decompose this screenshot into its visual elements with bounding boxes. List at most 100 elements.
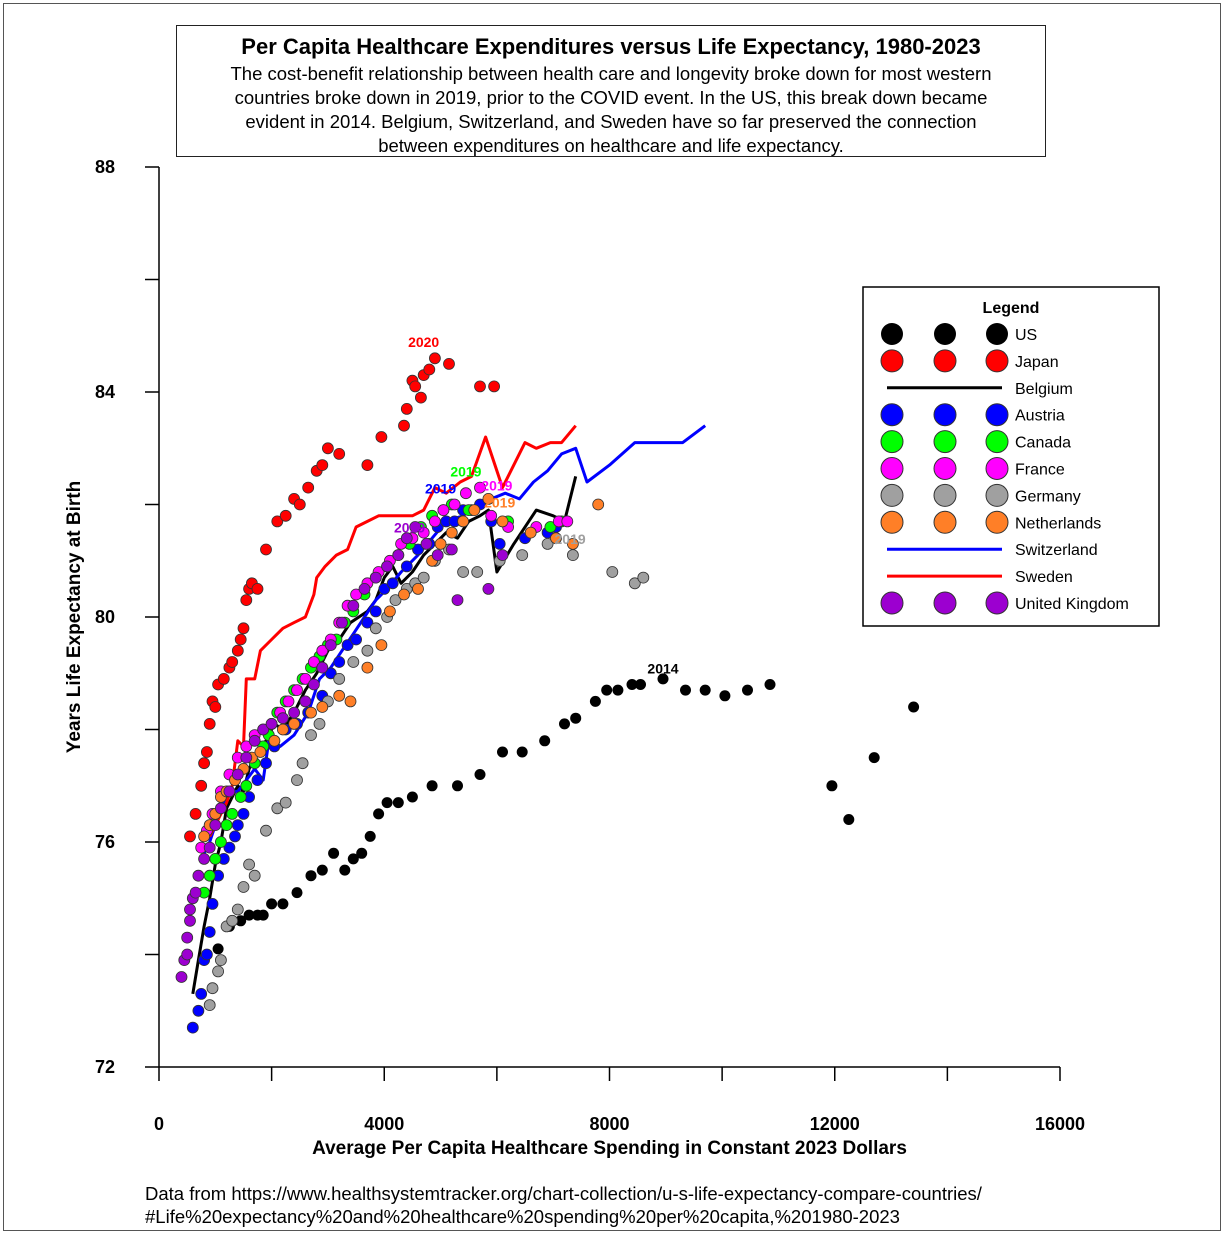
- united-kingdom-point: [240, 751, 253, 764]
- united-kingdom-point: [409, 521, 422, 533]
- germany-point: [628, 577, 641, 590]
- us-point: [559, 718, 570, 730]
- y-tick-label: 88: [95, 157, 115, 177]
- us-point: [719, 690, 731, 702]
- united-kingdom-point: [324, 639, 337, 651]
- austria-point: [386, 577, 399, 590]
- japan-point: [409, 380, 422, 393]
- legend-marker: [933, 483, 957, 507]
- japan-point: [226, 656, 239, 668]
- legend-label: Switzerland: [1015, 542, 1098, 559]
- united-kingdom-point: [181, 948, 194, 961]
- united-kingdom-point: [209, 819, 222, 831]
- japan-point: [271, 515, 284, 528]
- legend-marker: [933, 457, 957, 480]
- legend-label: US: [1015, 327, 1037, 344]
- germany-point: [296, 757, 309, 770]
- legend-marker: [934, 323, 956, 345]
- united-kingdom-point: [347, 599, 360, 612]
- germany-point: [417, 571, 430, 584]
- legend-marker: [985, 349, 1009, 373]
- austria-point: [200, 948, 213, 961]
- legend-marker: [880, 430, 904, 454]
- netherlands-point: [198, 830, 211, 843]
- legend-marker: [880, 510, 904, 534]
- germany-point: [248, 869, 261, 882]
- austria-point: [350, 633, 363, 646]
- netherlands-point: [482, 492, 495, 505]
- japan-point: [260, 543, 272, 556]
- united-kingdom-point: [299, 695, 312, 708]
- germany-point: [206, 982, 219, 995]
- y-tick-label: 80: [95, 607, 115, 627]
- us-point: [497, 746, 508, 758]
- us-point: [406, 791, 418, 803]
- united-kingdom-point: [369, 571, 382, 584]
- japan-point: [302, 481, 315, 494]
- annotation-label: 2019: [484, 494, 515, 510]
- us-point: [868, 752, 880, 764]
- us-point: [277, 898, 289, 910]
- germany-point: [291, 774, 303, 786]
- annotation-label: 2019: [555, 531, 586, 547]
- legend-title: Legend: [983, 300, 1040, 317]
- legend-label: Netherlands: [1015, 515, 1101, 532]
- us-point: [699, 684, 711, 696]
- us-point: [539, 735, 551, 747]
- france-point: [282, 695, 295, 708]
- austria-point: [412, 543, 424, 556]
- france-point: [561, 515, 574, 528]
- us-point: [680, 684, 691, 696]
- united-kingdom-point: [358, 583, 371, 595]
- japan-point: [231, 644, 244, 657]
- netherlands-point: [496, 515, 509, 528]
- austria-point: [493, 538, 506, 550]
- us-point: [328, 847, 340, 859]
- us-point: [626, 679, 638, 690]
- annotation-label: 2019: [394, 520, 425, 536]
- netherlands-point: [254, 746, 267, 758]
- japan-point: [428, 352, 441, 365]
- canada-point: [226, 808, 239, 820]
- canada-point: [214, 836, 227, 848]
- germany-point: [567, 549, 579, 561]
- austria-point: [251, 774, 264, 786]
- netherlands-point: [457, 515, 470, 528]
- austria-point: [229, 830, 241, 843]
- japan-point: [293, 498, 306, 511]
- x-tick-label: 16000: [1035, 1114, 1085, 1134]
- japan-point: [237, 622, 250, 635]
- united-kingdom-point: [175, 971, 188, 983]
- us-point: [452, 780, 463, 792]
- us-point: [339, 864, 351, 876]
- us-point: [392, 797, 404, 809]
- germany-point: [516, 549, 529, 561]
- annotation-label: 2020: [408, 334, 439, 350]
- netherlands-point: [268, 734, 281, 747]
- source-note: Data from https://www.healthsystemtracke…: [145, 1182, 982, 1228]
- japan-point: [184, 830, 196, 843]
- legend-label: Belgium: [1015, 381, 1073, 398]
- united-kingdom-point: [248, 734, 261, 747]
- netherlands-point: [567, 538, 579, 550]
- germany-point: [279, 796, 292, 809]
- germany-point: [471, 566, 484, 578]
- source-line: Data from https://www.healthsystemtracke…: [145, 1183, 982, 1204]
- us-point: [843, 814, 855, 825]
- annotation-label: 2019: [425, 480, 456, 496]
- netherlands-point: [468, 504, 481, 517]
- austria-point: [378, 583, 391, 595]
- us-point: [373, 808, 385, 820]
- france-point: [485, 509, 498, 522]
- united-kingdom-point: [445, 543, 458, 556]
- japan-point: [423, 363, 436, 376]
- japan-point: [316, 459, 329, 472]
- japan-point: [203, 718, 216, 730]
- legend-marker: [880, 349, 904, 373]
- legend-marker: [933, 403, 957, 427]
- legend: Legend US Japan Belgium Austria Canada France G…: [862, 286, 1160, 627]
- canada-point: [209, 853, 222, 865]
- united-kingdom-point: [381, 560, 394, 573]
- japan-point: [209, 701, 222, 713]
- x-tick-label: 12000: [810, 1114, 860, 1134]
